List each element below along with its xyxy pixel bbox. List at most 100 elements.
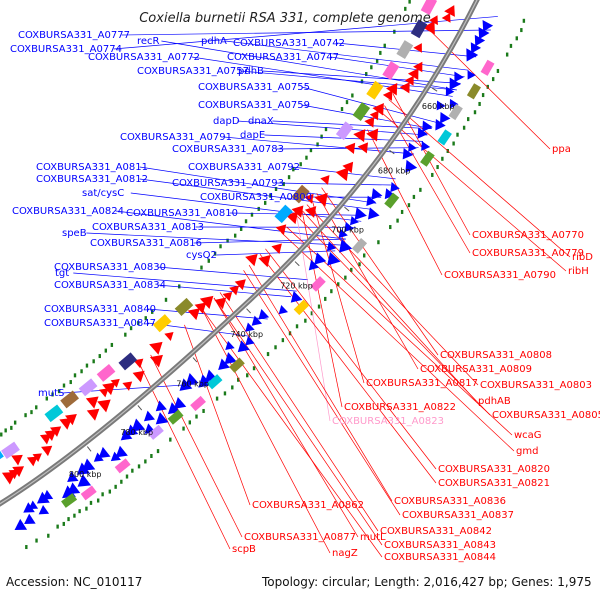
gc-skew-mark	[25, 545, 28, 550]
label-leader-line	[380, 111, 567, 272]
gc-skew-mark	[456, 132, 459, 137]
reverse-cds-arrow	[327, 251, 341, 266]
feature-block	[382, 61, 400, 80]
gc-skew-mark	[85, 363, 89, 368]
label-leader-line	[150, 354, 243, 538]
gc-skew-mark	[231, 385, 234, 390]
gc-skew-mark	[62, 521, 65, 526]
gene-label-forward: COXBURSA331_A0837	[402, 510, 514, 521]
gene-label-forward: COXBURSA331_A0817	[366, 378, 478, 389]
gc-skew-mark	[213, 251, 217, 256]
reverse-cds-arrow	[258, 308, 270, 320]
gc-skew-mark	[219, 244, 222, 249]
gc-skew-mark	[35, 538, 38, 543]
gc-skew-mark	[223, 391, 227, 396]
feature-block	[420, 150, 435, 167]
forward-cds-arrow	[187, 308, 200, 321]
forward-cds-arrow	[149, 354, 163, 368]
feature-block	[384, 192, 400, 209]
reverse-cds-arrow	[421, 141, 431, 151]
gc-skew-mark	[337, 282, 340, 287]
kbp-tick-label: 740 kbp	[230, 330, 263, 339]
gc-skew-mark	[62, 383, 66, 388]
gc-skew-mark	[150, 453, 153, 458]
forward-cds-arrow	[404, 75, 414, 86]
label-leader-line	[281, 232, 515, 452]
gene-label-reverse: dapE	[240, 130, 265, 141]
gc-skew-mark	[320, 134, 323, 139]
gene-label-forward: mutL	[360, 532, 386, 543]
gc-skew-mark	[509, 43, 513, 48]
forward-cds-arrow	[133, 358, 144, 369]
gc-skew-mark	[379, 50, 382, 55]
gene-label-reverse: COXBURSA331_A0834	[54, 280, 166, 291]
kbp-tick-label: 760 kbp	[176, 379, 209, 388]
gc-skew-mark	[505, 52, 509, 57]
accession-text: Accession: NC_010117	[6, 575, 142, 589]
gc-skew-mark	[310, 311, 314, 316]
gc-skew-mark	[358, 262, 361, 267]
forward-cds-arrow	[99, 388, 109, 398]
reverse-cds-arrow	[436, 100, 446, 111]
gc-skew-mark	[419, 187, 422, 192]
label-leader-line	[157, 266, 309, 281]
gc-skew-mark	[45, 396, 49, 401]
forward-cds-arrow	[132, 370, 145, 383]
feature-block	[44, 404, 64, 423]
gc-skew-mark	[305, 155, 308, 160]
feature-block	[335, 121, 354, 141]
gc-skew-mark	[178, 284, 181, 289]
forward-cds-arrow	[271, 243, 282, 254]
reverse-cds-arrow	[454, 71, 464, 83]
gc-skew-mark	[400, 209, 404, 214]
gc-skew-mark	[47, 533, 50, 538]
forward-cds-arrow	[245, 253, 258, 267]
reverse-cds-arrow	[155, 400, 167, 412]
reverse-cds-arrow	[218, 358, 230, 370]
forward-cds-arrow	[41, 445, 53, 457]
gene-label-forward: COXBURSA331_A0808	[440, 350, 552, 361]
gc-skew-mark	[246, 373, 249, 378]
gene-label-reverse: COXBURSA331_A0772	[88, 52, 200, 63]
forward-cds-arrow	[258, 255, 271, 268]
gc-skew-mark	[274, 345, 277, 350]
forward-cds-arrow	[122, 381, 133, 391]
reverse-cds-arrow	[466, 48, 479, 62]
forward-cds-arrow	[366, 128, 379, 142]
gc-skew-mark	[85, 506, 88, 511]
gc-skew-mark	[169, 437, 172, 442]
gene-label-reverse: mutS	[38, 388, 64, 399]
feature-block	[396, 40, 414, 60]
label-leader-lines	[62, 16, 571, 558]
reverse-cds-arrow	[120, 429, 133, 441]
gc-skew-mark	[462, 125, 466, 130]
kbp-tick-label: 720 kbp	[280, 282, 313, 291]
gc-skew-mark	[0, 432, 3, 437]
reverse-cds-arrow	[23, 502, 35, 513]
feature-block	[190, 395, 206, 412]
gc-skew-mark	[252, 366, 256, 371]
reverse-cds-arrow	[179, 378, 193, 391]
feature-block	[96, 363, 116, 382]
forward-cds-arrow	[357, 142, 369, 154]
gc-skew-mark	[408, 0, 411, 4]
gene-label-reverse: COXBURSA331_A0742	[233, 38, 345, 49]
gc-skew-mark	[110, 342, 114, 347]
gc-skew-mark	[269, 193, 272, 198]
forward-cds-arrow	[386, 82, 398, 96]
reverse-cds-arrow	[14, 518, 28, 531]
reverse-cds-arrow	[251, 315, 263, 326]
gene-label-forward: ppa	[552, 144, 571, 155]
gc-skew-mark	[389, 225, 392, 230]
gc-skew-mark	[131, 468, 134, 473]
forward-cds-arrow	[97, 399, 111, 413]
gc-skew-mark	[89, 500, 93, 505]
gene-label-reverse: speB	[62, 228, 87, 239]
gc-skew-mark	[78, 509, 81, 514]
forward-cds-arrow	[275, 224, 287, 236]
forward-cds-arrow	[314, 192, 328, 207]
gene-label-reverse: COXBURSA331_A0812	[36, 174, 148, 185]
gc-skew-mark	[486, 84, 489, 89]
gc-skew-mark	[124, 332, 127, 337]
feature-block	[61, 493, 78, 508]
